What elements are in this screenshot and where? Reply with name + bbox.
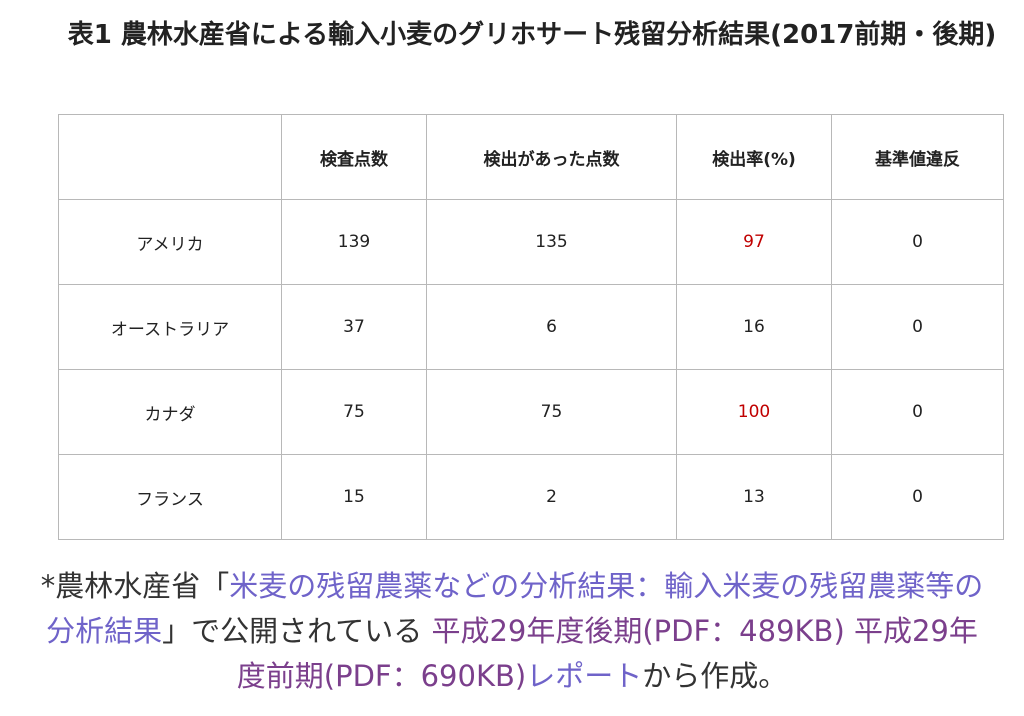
table-row: アメリカ 139 135 97 0 <box>58 199 1004 285</box>
violation-cell: 0 <box>831 284 1004 370</box>
tested-cell: 15 <box>281 454 427 540</box>
report-link[interactable]: レポート <box>526 659 643 693</box>
table-row: フランス 15 2 13 0 <box>58 454 1004 540</box>
header-violation: 基準値違反 <box>831 114 1004 200</box>
country-cell: アメリカ <box>58 199 282 285</box>
country-cell: フランス <box>58 454 282 540</box>
source-footnote: *農林水産省「米麦の残留農薬などの分析結果：輸入米麦の残留農薬等の分析結果」で公… <box>40 564 984 699</box>
detected-cell: 2 <box>426 454 677 540</box>
results-table: 検査点数 検出があった点数 検出率(%) 基準値違反 アメリカ 139 135 … <box>58 114 1004 540</box>
country-cell: オーストラリア <box>58 284 282 370</box>
table-row: カナダ 75 75 100 0 <box>58 369 1004 455</box>
detected-cell: 135 <box>426 199 677 285</box>
header-rate: 検出率(%) <box>676 114 832 200</box>
violation-cell: 0 <box>831 199 1004 285</box>
analysis-results-link[interactable]: 米麦の残留農薬などの分析結果：輸入米麦の残留農薬等の分析結果 <box>46 569 984 648</box>
detected-cell: 6 <box>426 284 677 370</box>
rate-cell: 100 <box>676 369 832 455</box>
header-detected: 検出があった点数 <box>426 114 677 200</box>
footnote-mid: 」で公開されている <box>162 614 432 648</box>
rate-cell: 97 <box>676 199 832 285</box>
tested-cell: 139 <box>281 199 427 285</box>
rate-cell: 16 <box>676 284 832 370</box>
violation-cell: 0 <box>831 369 1004 455</box>
footnote-space <box>845 614 854 648</box>
table-row: オーストラリア 37 6 16 0 <box>58 284 1004 370</box>
tested-cell: 75 <box>281 369 427 455</box>
detected-cell: 75 <box>426 369 677 455</box>
table-header-row: 検査点数 検出があった点数 検出率(%) 基準値違反 <box>58 114 1004 200</box>
rate-cell: 13 <box>676 454 832 540</box>
header-country <box>58 114 282 200</box>
country-cell: カナダ <box>58 369 282 455</box>
violation-cell: 0 <box>831 454 1004 540</box>
footnote-suffix: から作成。 <box>642 659 788 693</box>
table-title: 表1 農林水産省による輸入小麦のグリホサート残留分析結果(2017前期・後期) <box>67 20 997 50</box>
header-tested: 検査点数 <box>281 114 427 200</box>
footnote-prefix: *農林水産省「 <box>40 569 230 603</box>
h29-late-pdf-link[interactable]: 平成29年度後期(PDF：489KB) <box>431 614 845 648</box>
tested-cell: 37 <box>281 284 427 370</box>
h29-early-pdf-link[interactable]: 平成29年度前期(PDF：690KB) <box>236 614 978 693</box>
